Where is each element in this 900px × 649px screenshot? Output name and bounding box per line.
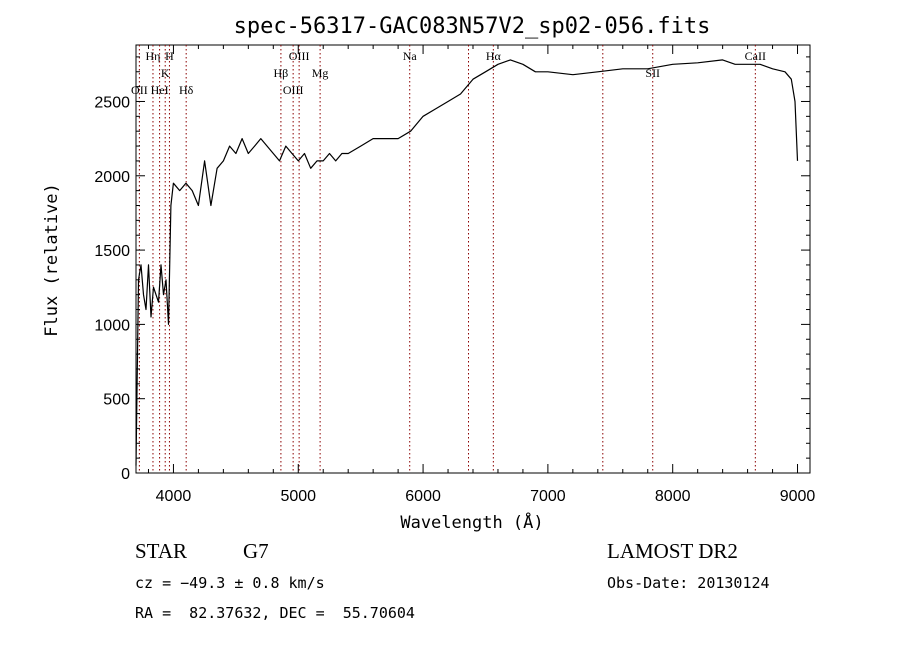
y-tick-label: 2500 [94,94,130,111]
observation-date: Obs-Date: 20130124 [607,574,770,592]
x-tick-label: 9000 [780,488,816,505]
y-tick-label: 2000 [94,169,130,186]
line-marker-label: Mg [312,66,329,80]
y-axis-label: Flux (relative) [42,183,62,337]
y-tick-label: 500 [103,392,130,409]
line-marker-label: Hδ [179,83,194,97]
y-tick-label: 1500 [94,243,130,260]
line-marker-label: H [165,49,174,63]
survey-name: LAMOST DR2 [607,539,738,563]
line-marker-label: CaII [745,49,766,63]
y-tick-label: 0 [121,466,130,483]
chart-title: spec-56317-GAC083N57V2_sp02-056.fits [234,14,711,39]
x-tick-label: 7000 [530,488,566,505]
line-marker-label: SII [645,66,660,80]
object-class: STAR [135,539,187,563]
redshift-velocity: cz = −49.3 ± 0.8 km/s [135,574,325,592]
line-marker-label: Hα [486,49,502,63]
line-marker-label: Hβ [274,66,289,80]
line-marker-label: Na [403,49,418,63]
x-tick-label: 4000 [156,488,192,505]
line-marker-label: HeI [151,83,169,97]
line-marker-label: OIII [289,49,310,63]
line-marker-label: K [161,66,170,80]
coordinates: RA = 82.37632, DEC = 55.70604 [135,604,415,622]
x-axis-label: Wavelength (Å) [400,511,543,533]
plot-frame [135,44,811,474]
line-marker-label: Hη [145,49,160,63]
x-tick-label: 5000 [280,488,316,505]
y-tick-label: 1000 [94,317,130,334]
object-subclass: G7 [243,539,269,563]
x-tick-label: 8000 [655,488,691,505]
line-marker-label: OIII [283,83,304,97]
spectrum-line [135,59,799,466]
x-tick-label: 6000 [405,488,441,505]
line-marker-label: OII [131,83,148,97]
